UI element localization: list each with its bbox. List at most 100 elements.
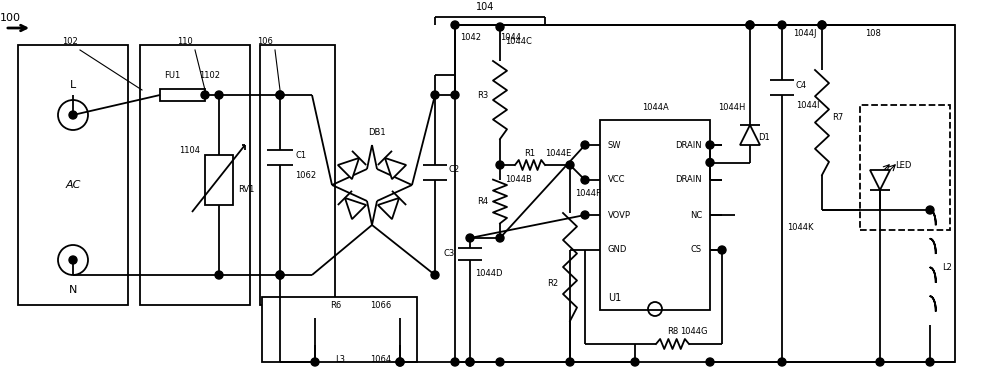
Text: 1044F: 1044F <box>575 188 601 198</box>
Text: 1044K: 1044K <box>788 223 814 233</box>
Text: U1: U1 <box>608 293 621 303</box>
Circle shape <box>706 141 714 149</box>
Bar <box>18 45 128 305</box>
Circle shape <box>276 271 284 279</box>
Text: FU1: FU1 <box>164 71 180 79</box>
Text: VCC: VCC <box>608 176 626 185</box>
Circle shape <box>451 91 459 99</box>
Text: 1044I: 1044I <box>796 100 820 109</box>
Text: R1: R1 <box>524 149 536 157</box>
Text: SW: SW <box>608 141 622 149</box>
Circle shape <box>496 161 504 169</box>
Text: 1044C: 1044C <box>505 38 532 46</box>
Bar <box>260 45 335 305</box>
Circle shape <box>581 176 589 184</box>
Text: 102: 102 <box>62 38 78 46</box>
Text: CS: CS <box>691 245 702 255</box>
Polygon shape <box>385 158 406 179</box>
Text: R7: R7 <box>832 113 843 122</box>
Circle shape <box>431 271 439 279</box>
Text: N: N <box>69 285 77 295</box>
Text: 108: 108 <box>865 28 881 38</box>
Circle shape <box>451 358 459 366</box>
Text: DRAIN: DRAIN <box>675 141 702 149</box>
Bar <box>600 120 710 310</box>
Circle shape <box>69 256 77 264</box>
Circle shape <box>396 358 404 366</box>
Text: R6: R6 <box>330 301 341 310</box>
Circle shape <box>818 21 826 29</box>
Text: L: L <box>70 80 76 90</box>
Text: RV1: RV1 <box>238 185 254 195</box>
Bar <box>160 89 205 101</box>
Text: VOVP: VOVP <box>608 211 631 220</box>
Text: 1066: 1066 <box>370 301 391 310</box>
Circle shape <box>396 358 404 366</box>
Text: 1044H: 1044H <box>718 103 745 112</box>
Circle shape <box>496 234 504 242</box>
Text: 1044D: 1044D <box>475 269 503 277</box>
Text: 1104: 1104 <box>179 146 200 155</box>
Text: 1062: 1062 <box>295 171 316 179</box>
Text: 1044G: 1044G <box>680 328 708 337</box>
Text: C1: C1 <box>295 150 306 160</box>
Circle shape <box>876 358 884 366</box>
Polygon shape <box>338 158 359 179</box>
Circle shape <box>466 234 474 242</box>
Text: DRAIN: DRAIN <box>675 176 702 185</box>
Circle shape <box>566 161 574 169</box>
Text: C2: C2 <box>449 166 460 174</box>
Text: LED: LED <box>895 160 911 169</box>
Circle shape <box>276 271 284 279</box>
Circle shape <box>746 21 754 29</box>
Text: R3: R3 <box>477 92 488 100</box>
Circle shape <box>496 358 504 366</box>
Circle shape <box>466 358 474 366</box>
Circle shape <box>581 141 589 149</box>
Bar <box>860 105 950 230</box>
Text: 110: 110 <box>177 38 193 46</box>
Circle shape <box>706 158 714 166</box>
Polygon shape <box>870 170 890 190</box>
Text: D1: D1 <box>758 133 770 142</box>
Polygon shape <box>740 125 760 145</box>
Polygon shape <box>378 198 399 219</box>
Text: 104: 104 <box>476 2 494 12</box>
Circle shape <box>631 358 639 366</box>
Text: 1044E: 1044E <box>545 149 571 157</box>
Circle shape <box>926 358 934 366</box>
Text: GND: GND <box>608 245 627 255</box>
Text: DB1: DB1 <box>368 128 386 138</box>
Polygon shape <box>345 198 366 219</box>
Text: 1044J: 1044J <box>794 28 817 38</box>
Circle shape <box>818 21 826 29</box>
Text: 1064: 1064 <box>370 355 391 364</box>
Circle shape <box>778 358 786 366</box>
Circle shape <box>276 91 284 99</box>
Text: 1044A: 1044A <box>642 103 668 112</box>
Text: R2: R2 <box>547 279 558 288</box>
Circle shape <box>276 91 284 99</box>
Text: 106: 106 <box>257 38 273 46</box>
Text: C3: C3 <box>444 250 455 258</box>
Circle shape <box>566 358 574 366</box>
Circle shape <box>581 211 589 219</box>
Circle shape <box>201 91 209 99</box>
Text: L3: L3 <box>335 355 345 364</box>
Text: C4: C4 <box>796 81 807 90</box>
Text: L2: L2 <box>942 263 952 272</box>
Bar <box>455 25 955 362</box>
Circle shape <box>706 358 714 366</box>
Text: NC: NC <box>690 211 702 220</box>
Bar <box>262 297 417 362</box>
Circle shape <box>311 358 319 366</box>
Circle shape <box>778 21 786 29</box>
Text: 1102: 1102 <box>200 71 220 79</box>
Text: R4: R4 <box>477 197 488 206</box>
Text: AC: AC <box>65 180 81 190</box>
Circle shape <box>431 91 439 99</box>
Text: 1044: 1044 <box>500 33 521 41</box>
Text: 100: 100 <box>0 13 21 23</box>
Circle shape <box>746 21 754 29</box>
Bar <box>205 155 233 205</box>
